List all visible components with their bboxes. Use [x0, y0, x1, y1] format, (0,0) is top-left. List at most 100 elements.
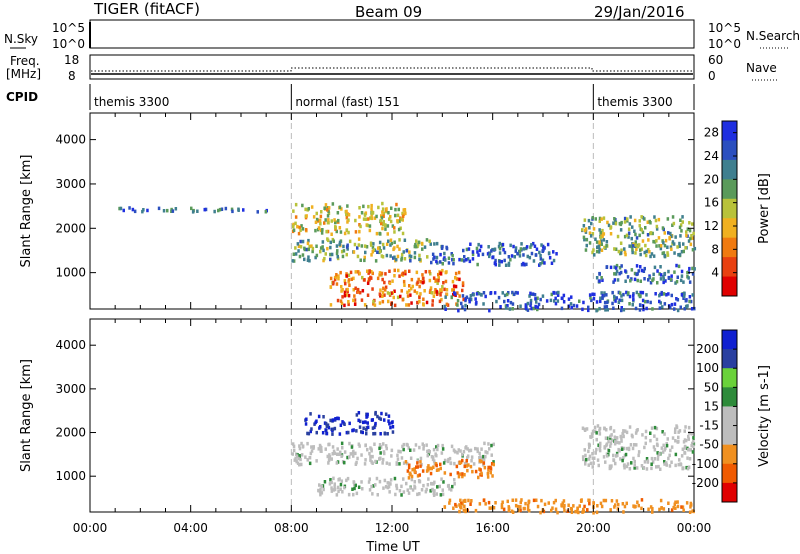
data-cell [539, 253, 542, 258]
data-cell [570, 305, 573, 310]
data-cell [600, 276, 603, 280]
data-cell [334, 417, 337, 421]
data-cell [452, 288, 455, 292]
data-cell [471, 257, 475, 261]
data-cell [454, 502, 457, 507]
data-cell [606, 454, 609, 458]
data-cell [617, 300, 621, 305]
data-cell [343, 231, 347, 236]
data-cell [330, 219, 333, 223]
data-cell [430, 466, 433, 471]
data-cell [438, 291, 441, 295]
data-cell [597, 463, 600, 468]
data-cell [595, 276, 599, 280]
data-cell [388, 281, 392, 285]
data-cell [364, 420, 367, 424]
data-cell [439, 271, 442, 275]
data-cell [668, 453, 671, 458]
data-cell [671, 240, 675, 244]
data-cell [661, 226, 665, 230]
data-cell [418, 295, 421, 300]
data-cell [360, 453, 363, 457]
data-cell [598, 306, 601, 311]
data-cell [395, 202, 398, 207]
data-cell [560, 504, 564, 508]
data-cell [370, 203, 373, 208]
data-cell [628, 425, 632, 429]
data-cell [429, 288, 432, 293]
data-cell [651, 510, 654, 514]
data-cell [622, 446, 626, 451]
data-cell [547, 251, 551, 255]
data-cell [526, 301, 530, 306]
data-cell [532, 241, 535, 246]
data-cell [658, 272, 661, 276]
data-cell [517, 508, 520, 513]
data-cell [118, 206, 121, 211]
data-cell [483, 441, 486, 446]
data-cell [533, 293, 537, 297]
data-cell [338, 240, 342, 245]
data-cell [465, 464, 469, 468]
data-cell [391, 430, 395, 434]
data-cell [389, 238, 393, 242]
data-cell [452, 261, 455, 266]
data-cell [381, 242, 385, 247]
data-cell [479, 468, 482, 472]
data-cell [693, 267, 696, 271]
data-cell [666, 437, 669, 441]
data-cell [429, 272, 432, 276]
data-cell [441, 443, 444, 448]
data-cell [672, 242, 676, 246]
data-cell [685, 465, 688, 470]
data-cell [416, 465, 419, 469]
data-cell [634, 251, 637, 255]
data-cell [432, 294, 436, 298]
data-cell [514, 290, 518, 295]
data-cell [436, 447, 439, 452]
data-cell [474, 446, 477, 451]
data-cell [451, 484, 454, 489]
data-cell [381, 277, 384, 282]
data-cell [482, 498, 486, 503]
data-cell [474, 508, 478, 513]
data-cell [601, 278, 604, 282]
data-cell [329, 478, 332, 482]
data-cell [498, 251, 502, 255]
data-cell [556, 510, 559, 515]
data-cell [365, 428, 368, 432]
data-cell [333, 485, 336, 489]
colorbar-tick-label: 12 [704, 219, 719, 233]
data-cell [346, 455, 349, 460]
data-cell [640, 464, 644, 468]
data-cell [389, 219, 393, 224]
data-cell [655, 224, 659, 229]
data-cell [623, 234, 627, 239]
data-cell [431, 303, 434, 307]
data-cell [385, 242, 389, 246]
data-cell [437, 278, 440, 283]
data-cell [684, 299, 688, 303]
y-tick-label: 4000 [55, 133, 86, 147]
data-cell [665, 463, 668, 467]
data-cell [657, 464, 660, 469]
data-cell [635, 247, 638, 251]
data-cell [389, 482, 392, 486]
data-cell [394, 207, 397, 212]
data-cell [203, 207, 206, 212]
data-cell [463, 464, 466, 469]
data-cell [364, 217, 368, 221]
data-cell [350, 277, 353, 281]
data-cell [329, 257, 332, 262]
data-cell [380, 254, 384, 258]
data-cell [389, 254, 392, 258]
data-cell [341, 420, 344, 424]
data-cell [677, 462, 680, 467]
data-cell [323, 206, 326, 210]
data-cell [627, 231, 631, 235]
data-cell [341, 288, 344, 292]
data-cell [348, 455, 351, 459]
data-cell [624, 279, 627, 283]
data-cell [570, 295, 573, 299]
data-cell [370, 207, 373, 211]
